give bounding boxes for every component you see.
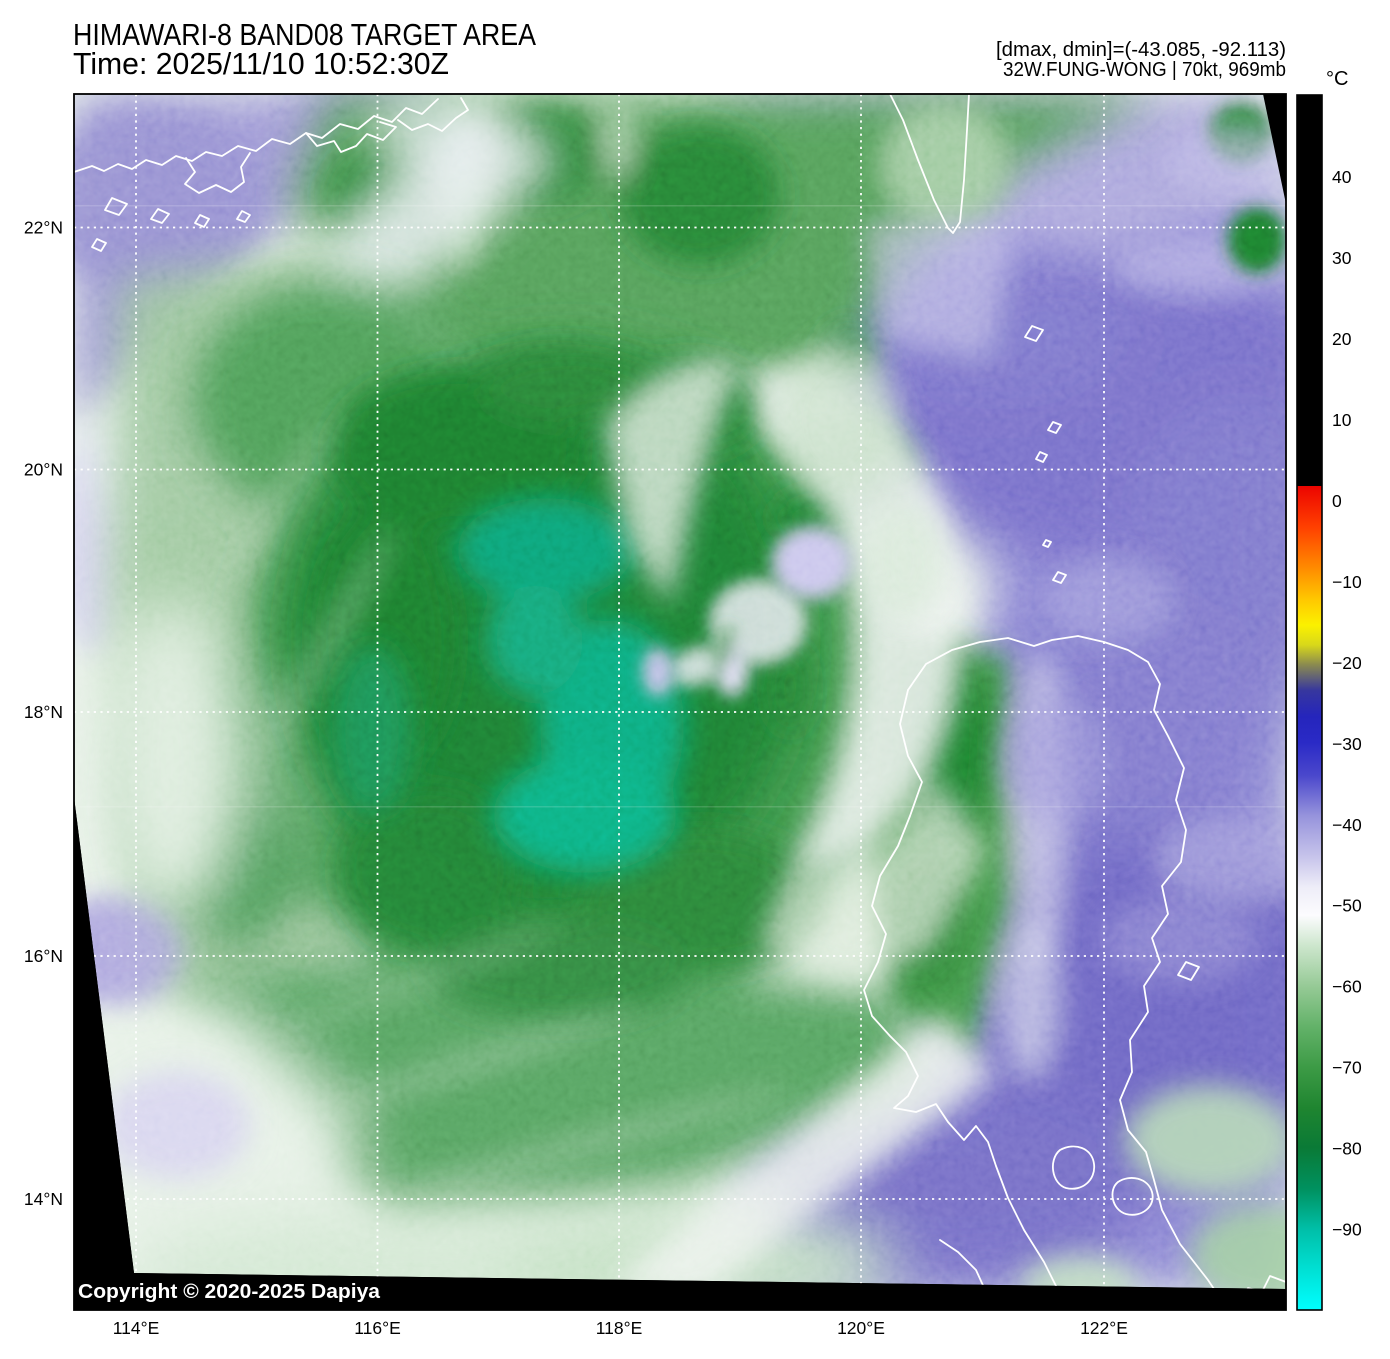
svg-text:Time: 2025/11/10 10:52:30Z: Time: 2025/11/10 10:52:30Z	[73, 46, 449, 81]
svg-text:10: 10	[1332, 410, 1352, 430]
svg-text:22°N: 22°N	[24, 218, 63, 238]
svg-text:−50: −50	[1332, 896, 1362, 916]
svg-text:−30: −30	[1332, 734, 1362, 754]
svg-text:16°N: 16°N	[24, 946, 63, 966]
svg-text:14°N: 14°N	[24, 1189, 63, 1209]
svg-text:20: 20	[1332, 329, 1352, 349]
svg-text:116°E: 116°E	[354, 1318, 401, 1338]
svg-text:−80: −80	[1332, 1139, 1362, 1159]
svg-text:118°E: 118°E	[596, 1318, 643, 1338]
svg-text:40: 40	[1332, 167, 1352, 187]
svg-text:−90: −90	[1332, 1220, 1362, 1240]
svg-text:20°N: 20°N	[24, 460, 63, 480]
svg-text:°C: °C	[1326, 68, 1348, 90]
svg-text:30: 30	[1332, 248, 1352, 268]
svg-text:[dmax, dmin]=(-43.085, -92.113: [dmax, dmin]=(-43.085, -92.113)	[996, 39, 1286, 61]
svg-text:120°E: 120°E	[837, 1318, 885, 1338]
svg-text:18°N: 18°N	[24, 702, 63, 722]
svg-text:114°E: 114°E	[113, 1318, 160, 1338]
svg-text:32W.FUNG-WONG | 70kt, 969mb: 32W.FUNG-WONG | 70kt, 969mb	[1003, 59, 1286, 81]
svg-text:−10: −10	[1332, 572, 1362, 592]
svg-text:0: 0	[1332, 491, 1342, 511]
svg-text:122°E: 122°E	[1080, 1318, 1128, 1338]
svg-text:−40: −40	[1332, 815, 1362, 835]
svg-text:−20: −20	[1332, 653, 1362, 673]
svg-text:Copyright © 2020-2025 Dapiya: Copyright © 2020-2025 Dapiya	[78, 1281, 381, 1303]
svg-text:−60: −60	[1332, 977, 1362, 997]
svg-text:−70: −70	[1332, 1058, 1362, 1078]
svg-text:HIMAWARI-8 BAND08 TARGET AREA: HIMAWARI-8 BAND08 TARGET AREA	[73, 17, 536, 52]
